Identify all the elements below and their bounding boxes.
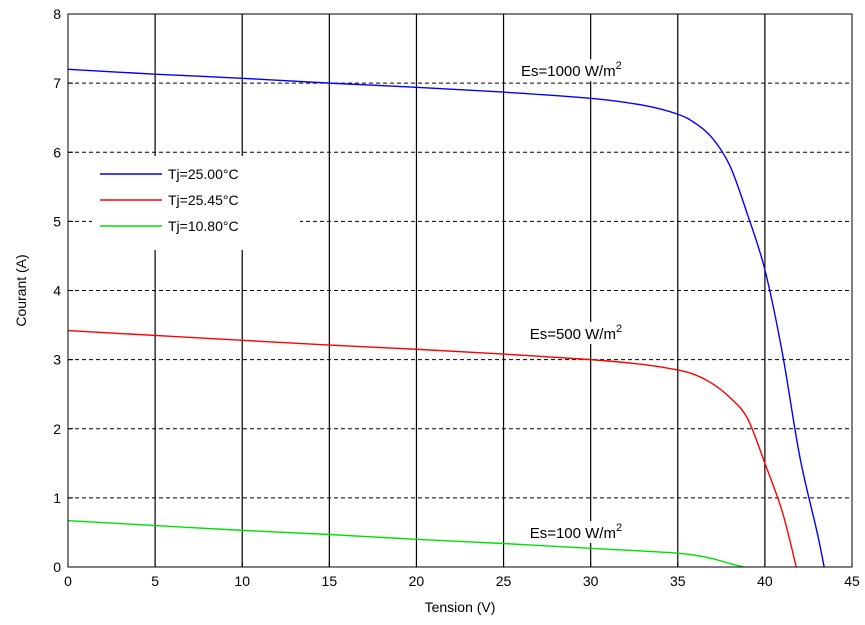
annotation-text: Es=500 W/m2 (530, 323, 622, 343)
legend-box (92, 156, 300, 250)
grid-lines (68, 14, 852, 567)
y-tick-label: 0 (53, 559, 61, 575)
y-tick-label: 8 (53, 6, 61, 22)
legend-label: Tj=25.45°C (168, 192, 239, 208)
annotation-background (526, 520, 628, 543)
annotation-superscript: 2 (616, 323, 622, 335)
irradiance-label-2: Es=500 W/m2 (526, 321, 628, 344)
x-axis-ticks: 0 5 10 15 20 25 30 35 40 45 (64, 562, 860, 589)
series-lines (68, 68, 825, 567)
annotation-superscript: 2 (616, 60, 622, 72)
x-tick-label: 5 (151, 573, 159, 589)
y-tick-label: 4 (53, 283, 61, 299)
annotation-background (517, 59, 627, 82)
irradiance-label-3: Es=100 W/m2 (526, 520, 628, 543)
x-axis-label: Tension (V) (425, 599, 496, 615)
y-tick-label: 7 (53, 75, 61, 91)
legend-label: Tj=25.00°C (168, 166, 239, 182)
x-tick-label: 0 (64, 573, 72, 589)
irradiance-label-1: Es=1000 W/m2 (517, 59, 627, 82)
y-tick-label: 2 (53, 421, 61, 437)
y-tick-label: 3 (53, 352, 61, 368)
legend-entry-1: Tj=25.00°C (100, 166, 239, 182)
legend: Tj=25.00°C Tj=25.45°C Tj=10.80°C (92, 156, 300, 250)
x-tick-label: 20 (409, 573, 425, 589)
legend-entry-2: Tj=25.45°C (100, 192, 239, 208)
x-tick-label: 10 (234, 573, 250, 589)
x-tick-label: 45 (844, 573, 860, 589)
x-tick-label: 35 (670, 573, 686, 589)
y-tick-label: 6 (53, 144, 61, 160)
annotation-text: Es=100 W/m2 (530, 522, 622, 542)
annotation-text: Es=1000 W/m2 (521, 60, 622, 80)
annotation-background (526, 321, 628, 344)
x-tick-label: 30 (583, 573, 599, 589)
irradiance-annotations: Es=1000 W/m2 Es=500 W/m2 Es=100 W/m2 (517, 59, 628, 543)
y-axis-label: Courant (A) (13, 254, 29, 326)
plot-area (67, 13, 853, 568)
x-tick-label: 40 (757, 573, 773, 589)
series-line-1 (68, 68, 825, 567)
y-tick-label: 1 (53, 490, 61, 506)
series-line-2 (68, 329, 797, 567)
y-tick-label: 5 (53, 213, 61, 229)
y-axis-ticks: 0 1 2 3 4 5 6 7 8 (53, 6, 73, 575)
x-tick-label: 15 (322, 573, 338, 589)
legend-label: Tj=10.80°C (168, 218, 239, 234)
legend-entry-3: Tj=10.80°C (100, 218, 239, 234)
x-tick-label: 25 (496, 573, 512, 589)
annotation-superscript: 2 (616, 522, 622, 534)
series-line-3 (68, 519, 745, 567)
